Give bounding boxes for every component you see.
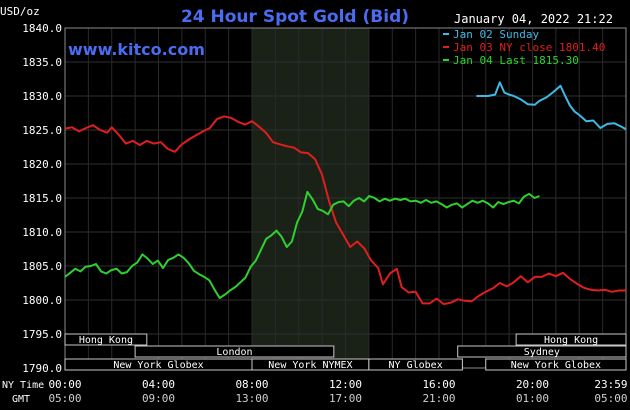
legend-entry: Jan 02 Sunday — [453, 28, 539, 41]
y-tick-label: 1810.0 — [22, 226, 62, 239]
grid-lines — [65, 27, 626, 369]
legend-entry: Jan 03 NY close 1801.40 — [453, 41, 605, 54]
x-tick-label-ny: 00:00 — [48, 378, 81, 391]
session-label: New York Globex — [113, 360, 203, 371]
y-tick-label: 1790.0 — [22, 362, 62, 375]
x-tick-label-ny: 04:00 — [142, 378, 175, 391]
session-box — [64, 333, 148, 346]
x-tick-label-gmt: 05:00 — [48, 392, 81, 405]
legend-entry: Jan 04 Last 1815.30 — [453, 54, 579, 67]
y-tick-label: 1840.0 — [22, 22, 62, 35]
market-sessions: Hong Kong Hong Kong London Sydney New York G… — [64, 333, 627, 371]
series-line — [64, 115, 626, 306]
y-tick-label: 1830.0 — [22, 90, 62, 103]
session-label: Hong Kong — [544, 335, 598, 346]
session-label: London — [216, 347, 252, 358]
x-tick-label-gmt: 09:00 — [142, 392, 175, 405]
x-tick-label-gmt: 05:00 — [594, 392, 627, 405]
x-tick-label-gmt: 01:00 — [516, 392, 549, 405]
y-tick-label: 1835.0 — [22, 56, 62, 69]
price-series — [64, 81, 627, 306]
session-box — [134, 345, 335, 358]
session-box — [457, 345, 627, 358]
y-tick-label: 1800.0 — [22, 294, 62, 307]
x-tick-label-ny: 16:00 — [422, 378, 455, 391]
x-tick-label-ny: 08:00 — [235, 378, 268, 391]
y-axis-ticks: 1840.0 1835.0 1830.0 1825.0 1820.0 1815.0 1810… — [22, 22, 62, 375]
y-tick-label: 1825.0 — [22, 124, 62, 137]
y-tick-label: 1795.0 — [22, 328, 62, 341]
y-tick-label: 1805.0 — [22, 260, 62, 273]
session-label: NY Globex — [389, 360, 443, 371]
session-label: Hong Kong — [79, 335, 133, 346]
series-line — [476, 81, 627, 131]
y-axis-label: USD/oz — [0, 5, 40, 18]
x-tick-label-gmt: 13:00 — [235, 392, 268, 405]
watermark-url: www.kitco.com — [68, 40, 205, 59]
x-tick-label-gmt: 17:00 — [329, 392, 362, 405]
x-tick-label-gmt: 21:00 — [422, 392, 455, 405]
x-tick-label-ny: 20:00 — [516, 378, 549, 391]
session-label: Sydney — [524, 347, 560, 358]
chart-title: 24 Hour Spot Gold (Bid) — [181, 7, 409, 27]
y-tick-label: 1820.0 — [22, 158, 62, 171]
session-label: New York Globex — [511, 360, 601, 371]
ny-time-row-label: NY Time — [2, 380, 44, 391]
series-line — [64, 190, 540, 299]
x-tick-label-ny: 23:59 — [594, 378, 627, 391]
chart-date: January 04, 2022 21:22 — [454, 12, 613, 26]
session-label: New York NYMEX — [268, 360, 352, 371]
x-axis-ticks: 00:0005:0004:0009:0008:0013:0012:0017:00… — [48, 378, 627, 405]
session-box — [515, 333, 627, 346]
y-tick-label: 1815.0 — [22, 192, 62, 205]
gmt-row-label: GMT — [12, 394, 30, 405]
session-box — [485, 358, 627, 371]
session-box — [368, 358, 463, 371]
x-tick-label-ny: 12:00 — [329, 378, 362, 391]
